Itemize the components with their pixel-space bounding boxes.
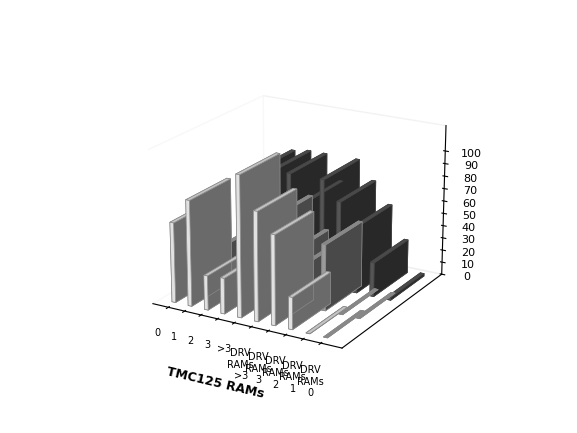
X-axis label: TMC125 RAMs: TMC125 RAMs (166, 365, 266, 401)
